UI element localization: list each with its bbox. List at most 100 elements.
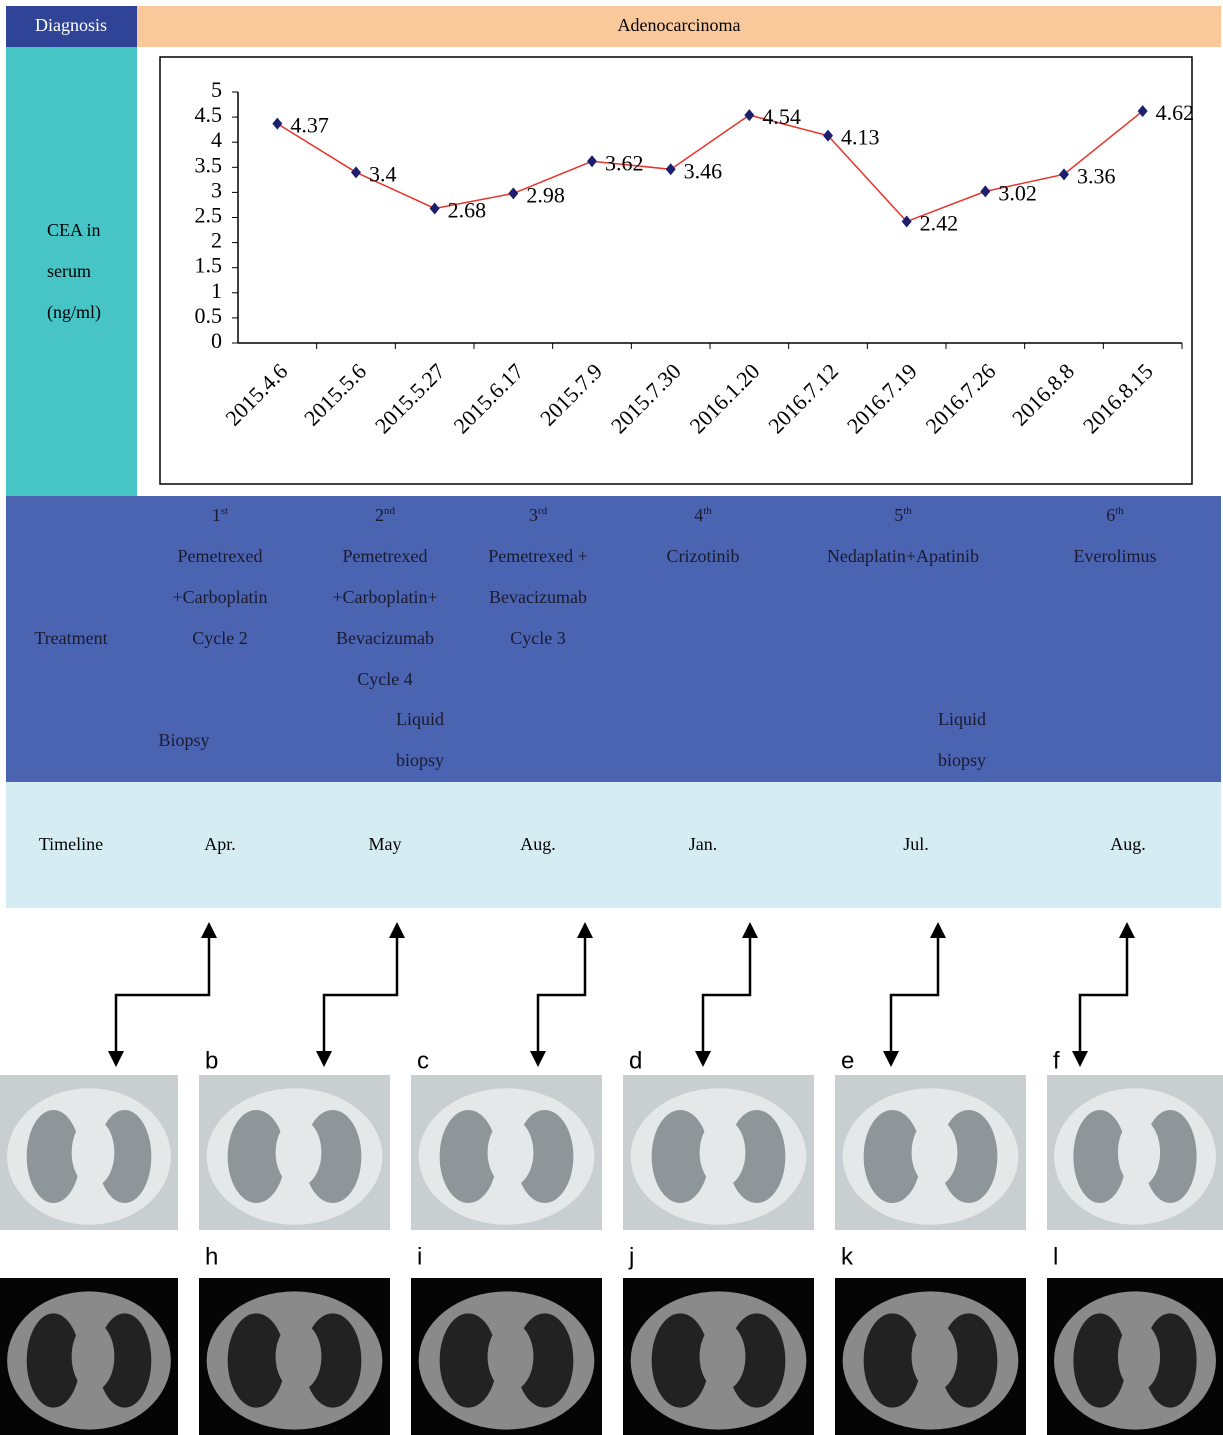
y-axis-label: serum [47,261,91,281]
treatment-line: Cycle 3 [510,628,566,648]
data-label: 4.13 [841,125,880,150]
ordinal-number: 4 [694,505,703,525]
y-tick-label: 0 [211,328,222,353]
y-tick-label: 1 [211,278,222,303]
treatment-line: Bevacizumab [489,587,587,607]
data-label: 3.4 [369,161,397,186]
connector [891,935,938,1055]
arrowhead [389,922,405,938]
y-tick-label: 2 [211,228,222,253]
biopsy-note: Biopsy [158,730,209,750]
ordinal-suffix: th [703,505,712,517]
panel-label: e [841,1047,854,1074]
ordinal-number: 2 [375,505,384,525]
y-tick-label: 4 [211,127,222,152]
arrowhead [742,922,758,938]
ct-heart [912,1322,958,1391]
treatment-line: Everolimus [1074,546,1157,566]
y-tick-label: 2.5 [195,203,223,228]
panel-label: d [629,1047,642,1074]
y-tick-label: 5 [211,77,222,102]
ct-heart [488,1118,534,1186]
ordinal-suffix: nd [384,505,396,517]
data-label: 4.37 [290,113,329,138]
treatment-line: Nedaplatin+Apatinib [827,546,979,566]
y-axis-label: (ng/ml) [47,302,101,323]
data-label: 3.62 [605,150,644,175]
timeline-month: Apr. [204,834,236,854]
panel-label: h [205,1243,218,1270]
arrowhead [108,1051,124,1067]
treatment-line: Pemetrexed + [488,546,588,566]
ordinal-number: 1 [212,505,221,525]
ct-heart [700,1118,746,1186]
arrowhead [530,1051,546,1067]
arrowhead [883,1051,899,1067]
ct-heart [912,1118,958,1186]
ct-heart [276,1118,322,1186]
treatment-label: Treatment [34,628,107,648]
arrowhead [1119,922,1135,938]
panel-label: k [841,1243,854,1270]
timeline-label: Timeline [39,834,103,854]
ordinal-suffix: th [1115,505,1124,517]
timeline-month: Aug. [1110,834,1146,854]
biopsy-note: biopsy [938,750,986,770]
ct-heart [488,1322,534,1391]
panel-label: c [417,1047,429,1074]
ordinal-suffix: th [903,505,912,517]
connector [538,935,585,1055]
ct-heart [1118,1322,1160,1391]
data-label: 3.46 [684,158,723,183]
data-label: 2.42 [920,211,959,236]
ct-heart [700,1322,746,1391]
arrowhead [695,1051,711,1067]
ordinal-number: 5 [894,505,903,525]
connector [116,935,209,1055]
biopsy-note: biopsy [396,750,444,770]
connector [1080,935,1127,1055]
arrowhead [201,922,217,938]
timeline-month: Jan. [689,834,718,854]
figure: Diagnosis Adenocarcinoma Treatment Timel… [0,0,1223,1435]
panel-label: i [417,1243,422,1270]
y-axis-label: CEA in [47,220,101,240]
connector [703,935,750,1055]
ordinal-number: 3 [529,505,538,525]
data-label: 3.36 [1077,163,1116,188]
treatment-line: Bevacizumab [336,628,434,648]
treatment-line: Crizotinib [667,546,740,566]
treatment-line: Pemetrexed [343,546,428,566]
arrowhead [316,1051,332,1067]
panel-label: f [1053,1047,1060,1074]
y-tick-label: 1.5 [195,253,223,278]
arrowhead [577,922,593,938]
diagnosis-label: Diagnosis [35,15,107,35]
arrowhead [930,922,946,938]
timeline-month: Jul. [903,834,929,854]
ordinal-suffix: rd [538,505,548,517]
data-label: 4.54 [762,104,801,129]
biopsy-note: Liquid [938,709,986,729]
connector [324,935,397,1055]
treatment-line: Cycle 4 [357,669,413,689]
treatment-line: Cycle 2 [192,628,248,648]
panel-label: l [1053,1243,1058,1270]
data-label: 4.62 [1156,100,1195,125]
treatment-line: +Carboplatin [172,587,267,607]
diagnosis-value: Adenocarcinoma [618,15,741,35]
treatment-line: Pemetrexed [178,546,263,566]
ordinal-number: 6 [1106,505,1115,525]
y-tick-label: 3.5 [195,152,223,177]
data-label: 2.68 [448,198,487,223]
panel-label: b [205,1047,218,1074]
arrowhead [1072,1051,1088,1067]
y-tick-label: 0.5 [195,303,223,328]
timeline-month: Aug. [520,834,556,854]
timeline-row [6,782,1221,908]
timeline-month: May [369,834,402,854]
panel-label: j [628,1243,634,1270]
biopsy-note: Liquid [396,709,444,729]
data-label: 2.98 [526,182,565,207]
ct-heart [1118,1118,1160,1186]
